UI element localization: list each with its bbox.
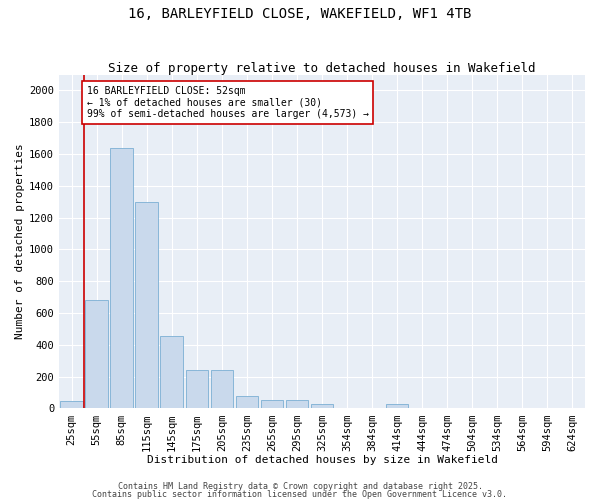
- Text: Contains public sector information licensed under the Open Government Licence v3: Contains public sector information licen…: [92, 490, 508, 499]
- Title: Size of property relative to detached houses in Wakefield: Size of property relative to detached ho…: [108, 62, 536, 74]
- Bar: [185, 370, 208, 408]
- Y-axis label: Number of detached properties: Number of detached properties: [15, 144, 25, 340]
- Bar: [260, 400, 283, 408]
- Bar: [236, 396, 258, 408]
- Bar: [85, 300, 108, 408]
- Text: 16 BARLEYFIELD CLOSE: 52sqm
← 1% of detached houses are smaller (30)
99% of semi: 16 BARLEYFIELD CLOSE: 52sqm ← 1% of deta…: [86, 86, 368, 119]
- Bar: [286, 400, 308, 408]
- Bar: [110, 148, 133, 408]
- Bar: [211, 370, 233, 408]
- Bar: [60, 400, 83, 408]
- Bar: [160, 336, 183, 408]
- Text: Contains HM Land Registry data © Crown copyright and database right 2025.: Contains HM Land Registry data © Crown c…: [118, 482, 482, 491]
- Bar: [386, 404, 409, 408]
- Bar: [311, 404, 333, 408]
- Text: 16, BARLEYFIELD CLOSE, WAKEFIELD, WF1 4TB: 16, BARLEYFIELD CLOSE, WAKEFIELD, WF1 4T…: [128, 8, 472, 22]
- X-axis label: Distribution of detached houses by size in Wakefield: Distribution of detached houses by size …: [146, 455, 497, 465]
- Bar: [136, 202, 158, 408]
